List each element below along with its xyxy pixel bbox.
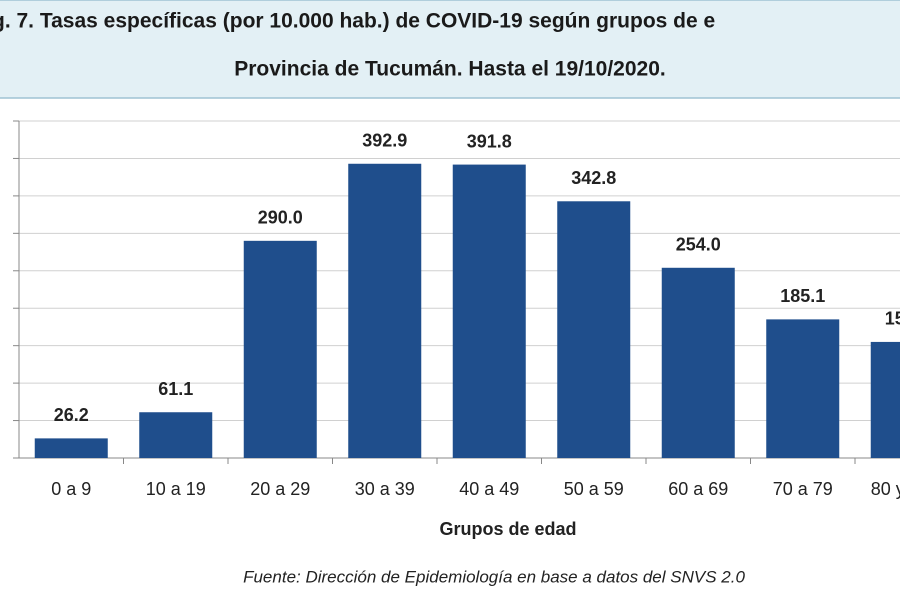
value-label: 254.0 bbox=[676, 235, 721, 255]
value-label: 342.8 bbox=[571, 168, 616, 188]
x-tick-label: 50 a 59 bbox=[564, 479, 624, 499]
value-label: 290.0 bbox=[258, 208, 303, 228]
chart-subtitle: Provincia de Tucumán. Hasta el 19/10/202… bbox=[234, 58, 665, 81]
x-tick-label: 0 a 9 bbox=[51, 479, 91, 499]
value-label: 61.1 bbox=[158, 379, 193, 399]
x-axis-title: Grupos de edad bbox=[439, 519, 576, 539]
x-tick-label: 10 a 19 bbox=[146, 479, 206, 499]
bar bbox=[870, 341, 900, 458]
bar bbox=[34, 438, 108, 458]
bar bbox=[243, 240, 317, 458]
bar bbox=[661, 267, 735, 458]
value-label: 155.0 bbox=[885, 309, 900, 329]
x-tick-label: 60 a 69 bbox=[668, 479, 728, 499]
bar bbox=[139, 412, 213, 458]
x-tick-label: 70 a 79 bbox=[773, 479, 833, 499]
bar bbox=[557, 201, 631, 458]
x-tick-label: 30 a 39 bbox=[355, 479, 415, 499]
bar bbox=[348, 163, 422, 459]
chart-title: g. 7. Tasas específicas (por 10.000 hab.… bbox=[0, 10, 715, 33]
x-tick-label: 20 a 29 bbox=[250, 479, 310, 499]
bar bbox=[766, 319, 840, 458]
value-label: 26.2 bbox=[54, 405, 89, 425]
title-band bbox=[0, 0, 900, 99]
x-tick-label: 80 y más bbox=[871, 479, 900, 499]
source-note: Fuente: Dirección de Epidemiología en ba… bbox=[243, 567, 745, 586]
x-tick-label: 40 a 49 bbox=[459, 479, 519, 499]
value-label: 391.8 bbox=[467, 131, 512, 151]
bar bbox=[452, 164, 526, 458]
value-label: 185.1 bbox=[780, 286, 825, 306]
value-label: 392.9 bbox=[362, 131, 407, 151]
